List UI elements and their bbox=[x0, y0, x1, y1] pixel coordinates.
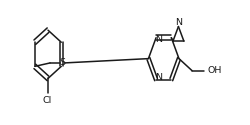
Text: N: N bbox=[174, 18, 181, 27]
Text: N: N bbox=[155, 73, 162, 82]
Text: N: N bbox=[155, 35, 162, 44]
Text: S: S bbox=[59, 58, 65, 67]
Text: Cl: Cl bbox=[43, 96, 52, 105]
Text: OH: OH bbox=[207, 66, 222, 75]
